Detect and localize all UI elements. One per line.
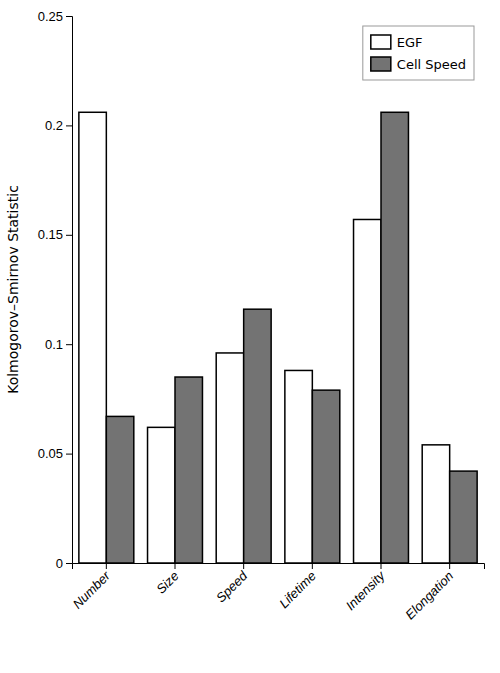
legend-swatch — [371, 35, 391, 49]
y-tick-label: 0.25 — [38, 9, 63, 24]
legend-item: Cell Speed — [371, 57, 466, 72]
y-tick: 0.2 — [45, 118, 72, 133]
legend-label: Cell Speed — [397, 57, 466, 72]
bar — [106, 416, 133, 563]
bar — [175, 377, 202, 563]
y-tick-label: 0.05 — [38, 446, 63, 461]
x-tick-mark — [106, 563, 107, 569]
y-tick: 0.1 — [45, 337, 72, 352]
y-tick-mark — [66, 16, 72, 17]
x-tick-mark — [449, 563, 450, 569]
x-tick: Intensity — [343, 563, 389, 613]
x-tick: Elongation — [402, 563, 456, 622]
legend-label: EGF — [397, 35, 423, 50]
y-tick-label: 0.1 — [45, 337, 63, 352]
bar — [148, 427, 175, 563]
y-tick-mark — [66, 454, 72, 455]
x-tick-mark — [381, 563, 382, 569]
x-tick-mark — [243, 563, 244, 569]
x-tick: Lifetime — [276, 563, 319, 611]
x-axis: Number Size Speed Lifetime Intensity Elongati… — [70, 563, 485, 622]
y-tick-label: 0.15 — [38, 227, 63, 242]
plot: 0 0.05 0.1 0.15 0.2 0.25 Number Size Speed Lifeti… — [5, 9, 485, 623]
y-axis: 0 0.05 0.1 0.15 0.2 0.25 — [38, 9, 73, 571]
bar-series — [79, 112, 450, 563]
y-tick-mark — [66, 235, 72, 236]
x-tick-label: Number — [70, 568, 114, 612]
legend-swatch — [371, 57, 391, 71]
legend-item: EGF — [371, 35, 423, 50]
bar — [244, 309, 271, 563]
x-tick-label: Size — [153, 568, 181, 596]
bar — [450, 471, 477, 563]
y-tick-mark — [66, 125, 72, 126]
x-tick-label: Speed — [213, 568, 251, 606]
bar-series — [106, 112, 477, 563]
x-tick-mark — [312, 563, 313, 569]
bars — [79, 112, 477, 563]
y-tick-mark — [66, 344, 72, 345]
bar — [354, 219, 381, 563]
y-tick: 0.05 — [38, 446, 72, 461]
x-tick-label: Lifetime — [276, 568, 319, 611]
y-axis-title: Kolmogorov–Smirnov Statistic — [5, 185, 21, 394]
y-tick-label: 0 — [56, 556, 63, 571]
bar — [312, 390, 339, 563]
bar — [285, 370, 312, 563]
bar — [422, 445, 449, 563]
x-tick: Speed — [213, 563, 251, 605]
legend-frame — [363, 26, 474, 80]
bar — [381, 112, 408, 563]
x-axis-line — [73, 564, 485, 570]
y-tick: 0.15 — [38, 227, 72, 242]
chart: 0 0.05 0.1 0.15 0.2 0.25 Number Size Speed Lifeti… — [0, 0, 500, 673]
legend: EGF Cell Speed — [363, 26, 474, 80]
x-tick: Size — [153, 563, 181, 597]
y-axis-line — [66, 17, 73, 564]
y-tick: 0.25 — [38, 9, 72, 24]
bar — [79, 112, 106, 563]
x-tick-mark — [175, 563, 176, 569]
x-tick: Number — [70, 563, 114, 612]
y-tick: 0 — [56, 556, 72, 571]
x-tick-label: Elongation — [402, 568, 456, 622]
y-tick-mark — [66, 563, 72, 564]
x-tick-label: Intensity — [343, 567, 389, 613]
y-tick-label: 0.2 — [45, 118, 63, 133]
bar — [216, 353, 243, 563]
